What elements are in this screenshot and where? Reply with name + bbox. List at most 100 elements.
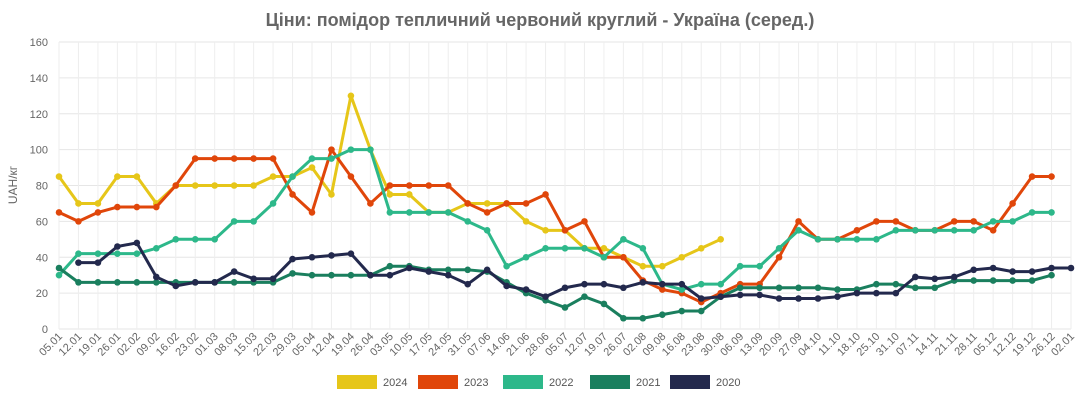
data-point[interactable] <box>94 259 102 266</box>
data-point[interactable] <box>464 200 471 207</box>
data-point[interactable] <box>542 227 549 234</box>
data-point[interactable] <box>581 244 588 252</box>
data-point[interactable] <box>191 236 199 243</box>
data-point[interactable] <box>94 200 102 207</box>
data-point[interactable] <box>678 280 686 288</box>
data-point[interactable] <box>600 280 608 288</box>
data-point[interactable] <box>406 182 413 189</box>
data-point[interactable] <box>133 173 141 180</box>
data-point[interactable] <box>406 191 413 198</box>
data-point[interactable] <box>950 218 958 225</box>
data-point[interactable] <box>230 182 238 189</box>
data-point[interactable] <box>386 182 394 189</box>
data-point[interactable] <box>912 273 919 281</box>
data-point[interactable] <box>697 280 705 288</box>
data-point[interactable] <box>94 279 102 286</box>
data-point[interactable] <box>697 295 705 302</box>
data-point[interactable] <box>191 182 199 189</box>
data-point[interactable] <box>892 280 900 288</box>
data-point[interactable] <box>230 218 238 225</box>
data-point[interactable] <box>269 155 277 162</box>
data-point[interactable] <box>1009 268 1016 275</box>
data-point[interactable] <box>444 266 452 274</box>
data-point[interactable] <box>308 164 316 171</box>
data-point[interactable] <box>483 200 491 207</box>
data-point[interactable] <box>289 255 296 263</box>
data-point[interactable] <box>94 209 102 216</box>
data-point[interactable] <box>153 244 160 252</box>
data-point[interactable] <box>542 244 549 252</box>
data-point[interactable] <box>659 262 666 270</box>
data-point[interactable] <box>620 314 627 322</box>
data-point[interactable] <box>347 92 355 100</box>
data-point[interactable] <box>483 266 491 274</box>
data-point[interactable] <box>970 227 977 234</box>
data-point[interactable] <box>211 155 218 162</box>
data-point[interactable] <box>581 293 588 301</box>
data-point[interactable] <box>892 227 900 234</box>
data-point[interactable] <box>600 300 608 308</box>
data-point[interactable] <box>328 155 335 162</box>
data-point[interactable] <box>542 191 549 198</box>
data-point[interactable] <box>328 191 335 198</box>
data-point[interactable] <box>347 250 355 257</box>
data-point[interactable] <box>386 191 394 198</box>
data-point[interactable] <box>873 289 880 297</box>
data-point[interactable] <box>892 289 900 297</box>
data-point[interactable] <box>250 182 257 189</box>
data-point[interactable] <box>55 209 63 216</box>
data-point[interactable] <box>795 218 802 225</box>
data-point[interactable] <box>75 200 82 207</box>
data-point[interactable] <box>250 155 257 162</box>
data-point[interactable] <box>289 173 296 180</box>
data-point[interactable] <box>989 227 997 234</box>
data-point[interactable] <box>659 280 666 288</box>
data-point[interactable] <box>970 277 977 284</box>
data-point[interactable] <box>444 271 452 279</box>
data-point[interactable] <box>75 259 82 266</box>
data-point[interactable] <box>814 236 822 243</box>
data-point[interactable] <box>114 250 121 257</box>
data-point[interactable] <box>795 284 802 292</box>
data-point[interactable] <box>970 218 977 225</box>
data-point[interactable] <box>308 155 316 162</box>
data-point[interactable] <box>269 200 277 207</box>
data-point[interactable] <box>230 155 238 162</box>
data-point[interactable] <box>775 295 783 302</box>
data-point[interactable] <box>795 295 802 302</box>
data-point[interactable] <box>717 280 724 288</box>
data-point[interactable] <box>133 250 141 257</box>
data-point[interactable] <box>347 271 355 279</box>
data-point[interactable] <box>347 146 355 153</box>
data-point[interactable] <box>756 291 763 299</box>
data-point[interactable] <box>1009 277 1016 284</box>
data-point[interactable] <box>931 227 939 234</box>
data-point[interactable] <box>620 253 627 261</box>
data-point[interactable] <box>367 200 374 207</box>
data-point[interactable] <box>425 209 433 216</box>
data-point[interactable] <box>775 284 783 292</box>
data-point[interactable] <box>853 236 861 243</box>
data-point[interactable] <box>561 227 569 234</box>
data-point[interactable] <box>736 262 744 270</box>
data-point[interactable] <box>75 218 82 225</box>
data-point[interactable] <box>989 218 997 225</box>
data-point[interactable] <box>503 262 510 270</box>
data-point[interactable] <box>386 209 394 216</box>
data-point[interactable] <box>425 268 433 275</box>
data-point[interactable] <box>853 289 861 297</box>
data-point[interactable] <box>834 293 841 301</box>
data-point[interactable] <box>328 146 335 153</box>
data-point[interactable] <box>347 173 355 180</box>
data-point[interactable] <box>1048 173 1055 180</box>
data-point[interactable] <box>600 244 608 252</box>
data-point[interactable] <box>55 173 63 180</box>
data-point[interactable] <box>522 218 530 225</box>
data-point[interactable] <box>756 262 763 270</box>
data-point[interactable] <box>386 262 394 270</box>
data-point[interactable] <box>659 311 666 318</box>
data-point[interactable] <box>386 271 394 279</box>
data-point[interactable] <box>172 236 180 243</box>
data-point[interactable] <box>289 270 296 277</box>
data-point[interactable] <box>230 268 238 275</box>
